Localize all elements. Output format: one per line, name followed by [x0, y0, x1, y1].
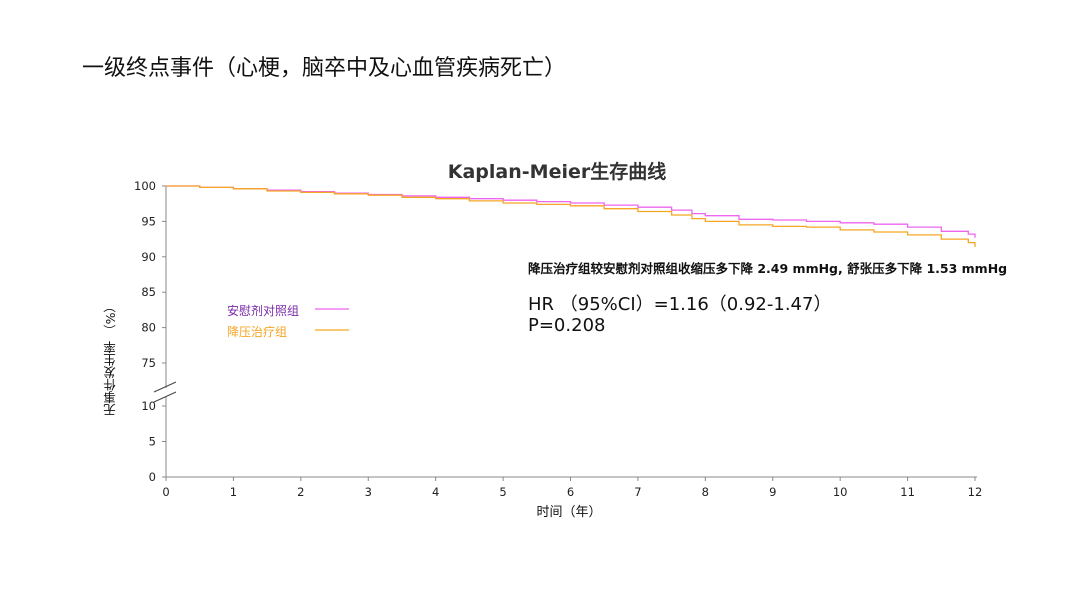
axis-break-mark [153, 391, 177, 403]
x-tick-label: 3 [365, 485, 372, 499]
x-tick-label: 7 [634, 485, 641, 499]
y-tick-label: 100 [134, 179, 156, 193]
bp-difference-note: 降压治疗组较安慰剂对照组收缩压多下降 2.49 mmHg, 舒张压多下降 1.5… [528, 261, 1008, 276]
y-tick-label: 5 [149, 435, 156, 449]
x-axis-label: 时间（年） [536, 505, 601, 520]
y-tick-label: 10 [141, 399, 156, 413]
axis-break-mark [153, 381, 177, 393]
y-tick-label: 75 [141, 356, 156, 370]
x-tick-label: 6 [567, 485, 574, 499]
x-tick-label: 4 [432, 485, 439, 499]
legend-label-treatment: 降压治疗组 [227, 325, 288, 339]
x-tick-label: 12 [968, 485, 983, 499]
x-tick-label: 8 [702, 485, 709, 499]
y-tick-label: 0 [149, 470, 156, 484]
hazard-ratio: HR （95%CI）=1.16（0.92-1.47） [528, 294, 832, 315]
y-tick-label: 80 [141, 321, 156, 335]
series-line-placebo [166, 185, 976, 238]
slide-title: 一级终点事件（心梗，脑卒中及心血管疾病死亡） [82, 56, 567, 81]
x-tick-label: 9 [769, 485, 776, 499]
chart-title: Kaplan-Meier生存曲线 [447, 161, 667, 183]
x-tick-label: 2 [297, 485, 304, 499]
x-tick-label: 5 [499, 485, 506, 499]
p-value: P=0.208 [528, 315, 606, 336]
series-layer [166, 185, 976, 247]
y-tick-label: 85 [141, 285, 156, 299]
x-tick-label: 11 [900, 485, 915, 499]
legend-swatches [315, 308, 349, 331]
x-tick-label: 0 [162, 485, 169, 499]
x-tick-label: 10 [833, 485, 848, 499]
series-line-treatment [166, 185, 976, 247]
y-tick-label: 95 [141, 214, 156, 228]
y-tick-label: 90 [141, 250, 156, 264]
legend-label-placebo: 安慰剂对照组 [227, 304, 300, 318]
x-tick-label: 1 [230, 485, 237, 499]
